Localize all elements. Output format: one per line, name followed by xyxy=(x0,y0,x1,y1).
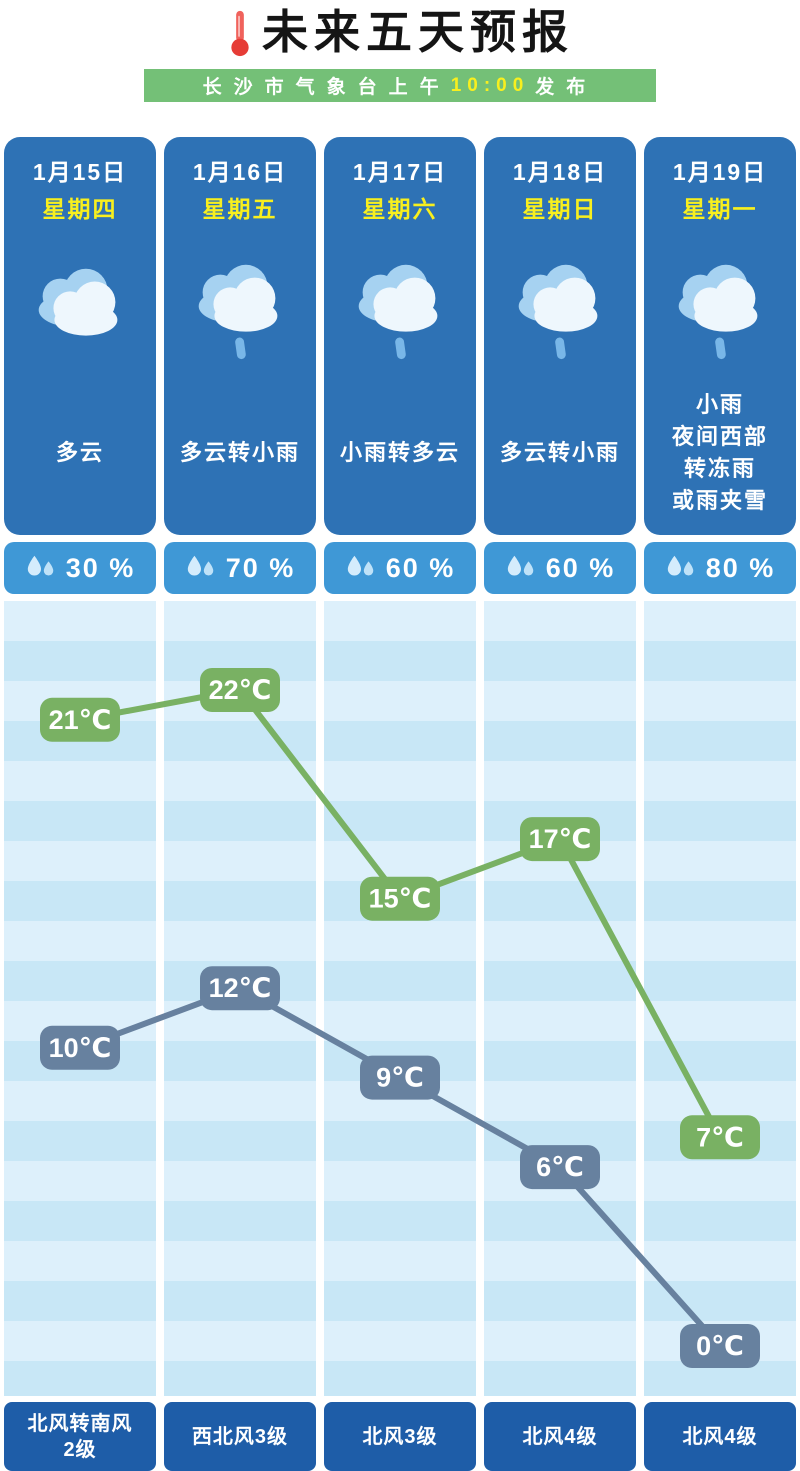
chart-column-background xyxy=(644,601,796,1396)
chart-column-background xyxy=(484,601,636,1396)
svg-text:0℃: 0℃ xyxy=(696,1331,744,1361)
precip-cell-3: 60 % xyxy=(324,542,476,594)
day-card-2: 1月16日 星期五 多云转小雨 xyxy=(164,137,316,535)
issue-agency: 长沙市气象台上午 xyxy=(202,77,451,98)
precip-value: 60 % xyxy=(385,552,456,583)
precip-cell-4: 60 % xyxy=(484,542,636,594)
day-weekday: 星期一 xyxy=(682,196,758,222)
day-date: 1月18日 xyxy=(512,159,608,185)
raindrops-icon xyxy=(187,555,213,576)
svg-text:9℃: 9℃ xyxy=(376,1063,424,1093)
day-weekday: 星期日 xyxy=(522,196,598,222)
day-card-3: 1月17日 星期六 小雨转多云 xyxy=(324,137,476,535)
day-condition: 多云 xyxy=(55,440,104,466)
temperature-chart-area: 21℃ 22℃ 15℃ 17℃ 7℃ 10℃ 12℃ 9℃ 6℃ 0℃ xyxy=(0,601,800,1396)
svg-text:6℃: 6℃ xyxy=(536,1152,584,1182)
wind-cell-5: 北风4级 xyxy=(644,1402,796,1471)
day-condition-area: 多云转小雨 xyxy=(484,371,636,535)
svg-text:22℃: 22℃ xyxy=(209,675,272,705)
day-card-4: 1月18日 星期日 多云转小雨 xyxy=(484,137,636,535)
day-weekday: 星期六 xyxy=(362,196,438,222)
day-weekday: 星期四 xyxy=(42,196,118,222)
page-header: 未来五天预报 xyxy=(0,0,800,59)
page-title: 未来五天预报 xyxy=(262,6,574,59)
cloud-rain-icon xyxy=(358,264,438,360)
issue-banner: 长沙市气象台上午 10:00 发布 xyxy=(144,69,656,102)
day-condition-area: 小雨转多云 xyxy=(324,371,476,535)
day-condition-area: 小雨 夜间西部 转冻雨 或雨夹雪 xyxy=(644,371,796,535)
svg-text:7℃: 7℃ xyxy=(696,1122,744,1152)
svg-text:10℃: 10℃ xyxy=(49,1033,112,1063)
raindrops-icon xyxy=(27,555,53,576)
precip-cell-2: 70 % xyxy=(164,542,316,594)
day-weekday: 星期五 xyxy=(202,196,278,222)
day-date: 1月17日 xyxy=(352,159,448,185)
day-condition: 多云转小雨 xyxy=(179,440,300,466)
cloud-rain-icon xyxy=(198,264,278,360)
precip-row: 30 % 70 % 60 % 60 % 80 % xyxy=(0,542,800,594)
svg-text:15℃: 15℃ xyxy=(369,884,432,914)
svg-text:17℃: 17℃ xyxy=(529,824,592,854)
precip-value: 70 % xyxy=(225,552,296,583)
precip-cell-5: 80 % xyxy=(644,542,796,594)
temperature-chart: 21℃ 22℃ 15℃ 17℃ 7℃ 10℃ 12℃ 9℃ 6℃ 0℃ xyxy=(40,668,760,1368)
precip-value: 80 % xyxy=(705,552,776,583)
wind-cell-1: 北风转南风 2级 xyxy=(4,1402,156,1471)
cloud-rain-icon xyxy=(518,264,598,360)
precip-value: 30 % xyxy=(65,552,136,583)
raindrops-icon xyxy=(667,555,693,576)
wind-cell-3: 北风3级 xyxy=(324,1402,476,1471)
day-card-5: 1月19日 星期一 小雨 夜间西部 转冻雨 或雨夹雪 xyxy=(644,137,796,535)
precip-cell-1: 30 % xyxy=(4,542,156,594)
day-card-1: 1月15日 星期四 多云 xyxy=(4,137,156,535)
wind-cell-4: 北风4级 xyxy=(484,1402,636,1471)
forecast-header-row: 1月15日 星期四 多云 1月16日 星期五 多云转小雨 xyxy=(0,137,800,535)
precip-value: 60 % xyxy=(545,552,616,583)
day-condition: 小雨转多云 xyxy=(339,440,460,466)
day-condition-area: 多云转小雨 xyxy=(164,371,316,535)
wind-row: 北风转南风 2级 西北风3级 北风3级 北风4级 北风4级 xyxy=(0,1402,800,1471)
chart-column-background xyxy=(324,601,476,1396)
day-date: 1月16日 xyxy=(192,159,288,185)
svg-text:12℃: 12℃ xyxy=(209,973,272,1003)
day-date: 1月19日 xyxy=(672,159,768,185)
cloud-rain-icon xyxy=(678,264,758,360)
chart-background xyxy=(0,601,800,1396)
wind-cell-2: 西北风3级 xyxy=(164,1402,316,1471)
day-condition-area: 多云 xyxy=(4,371,156,535)
issue-time: 10:00 xyxy=(450,74,530,96)
thermometer-icon xyxy=(231,10,249,56)
day-condition: 小雨 夜间西部 转冻雨 或雨夹雪 xyxy=(671,392,768,513)
raindrops-icon xyxy=(507,555,533,576)
cloudy-icon xyxy=(38,268,118,336)
issue-suffix: 发布 xyxy=(535,77,598,98)
svg-text:21℃: 21℃ xyxy=(49,705,112,735)
day-condition: 多云转小雨 xyxy=(499,440,620,466)
raindrops-icon xyxy=(347,555,373,576)
day-date: 1月15日 xyxy=(32,159,128,185)
